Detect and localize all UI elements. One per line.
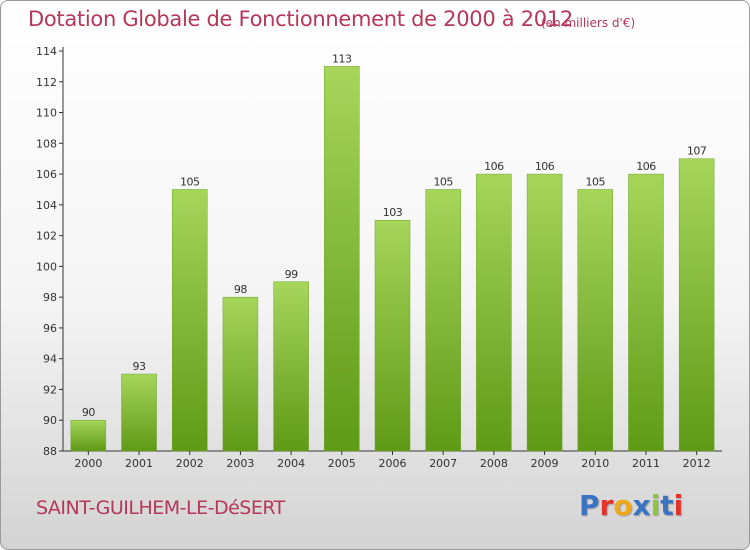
y-tick-label: 98 — [43, 291, 57, 304]
logo-letter: t — [660, 489, 674, 522]
y-tick-label: 96 — [43, 322, 57, 335]
logo-letter: P — [579, 489, 600, 522]
commune-name: SAINT-GUILHEM-LE-DéSERT — [36, 497, 285, 519]
bar-value-label: 103 — [383, 206, 403, 219]
y-tick-label: 92 — [43, 383, 57, 396]
unit-note: (en milliers d'€) — [541, 16, 636, 30]
y-tick-label: 106 — [36, 168, 57, 181]
bar-value-label: 93 — [133, 360, 146, 373]
bar — [577, 189, 614, 452]
bar — [324, 66, 360, 452]
y-tick-label: 104 — [36, 199, 57, 212]
bar — [171, 189, 208, 452]
bar — [273, 281, 309, 452]
x-tick-label: 2010 — [581, 457, 609, 470]
bar-value-label: 105 — [586, 175, 606, 188]
proxiti-logo[interactable]: Proxiti — [579, 489, 683, 522]
chart-title: Dotation Globale de Fonctionnement de 20… — [28, 7, 573, 31]
x-tick-label: 2003 — [226, 457, 254, 470]
bar-value-label: 113 — [332, 52, 352, 65]
logo-letter: i — [650, 489, 661, 522]
bar — [678, 158, 715, 452]
logo-letter: i — [673, 489, 684, 522]
bar — [374, 219, 411, 452]
logo-letter: x — [632, 489, 651, 522]
bar-value-label: 107 — [687, 145, 707, 158]
x-tick-label: 2006 — [379, 457, 407, 470]
y-tick-label: 88 — [43, 445, 57, 458]
y-tick-label: 100 — [36, 260, 57, 273]
bar-value-label: 105 — [433, 175, 453, 188]
x-tick-label: 2000 — [74, 457, 102, 470]
y-tick-label: 114 — [36, 45, 57, 58]
x-tick-label: 2011 — [632, 457, 660, 470]
logo-letter: o — [613, 489, 633, 522]
bar-value-label: 90 — [82, 406, 95, 419]
x-tick-label: 2001 — [125, 457, 153, 470]
logo-letter: r — [599, 489, 614, 522]
bar-value-label: 98 — [234, 283, 247, 296]
bar — [476, 173, 512, 452]
x-tick-label: 2004 — [277, 457, 305, 470]
x-tick-label: 2007 — [429, 457, 457, 470]
y-tick-label: 102 — [36, 230, 57, 243]
x-tick-label: 2009 — [531, 457, 559, 470]
y-tick-label: 90 — [43, 414, 57, 427]
bar-value-label: 106 — [484, 160, 504, 173]
bar — [222, 296, 259, 452]
bar-value-label: 105 — [180, 175, 200, 188]
y-tick-label: 110 — [36, 107, 57, 120]
x-tick-label: 2008 — [480, 457, 508, 470]
x-tick-label: 2002 — [176, 457, 204, 470]
bar — [526, 173, 563, 452]
bar — [70, 419, 107, 452]
bar — [425, 189, 461, 452]
x-tick-label: 2012 — [683, 457, 711, 470]
bar-value-label: 106 — [535, 160, 555, 173]
y-tick-label: 94 — [43, 353, 57, 366]
bar — [628, 173, 664, 452]
x-tick-label: 2005 — [328, 457, 356, 470]
y-tick-label: 108 — [36, 137, 57, 150]
bar-value-label: 99 — [285, 268, 298, 281]
y-tick-label: 112 — [36, 76, 57, 89]
bar — [121, 373, 157, 452]
bar-value-label: 106 — [636, 160, 656, 173]
